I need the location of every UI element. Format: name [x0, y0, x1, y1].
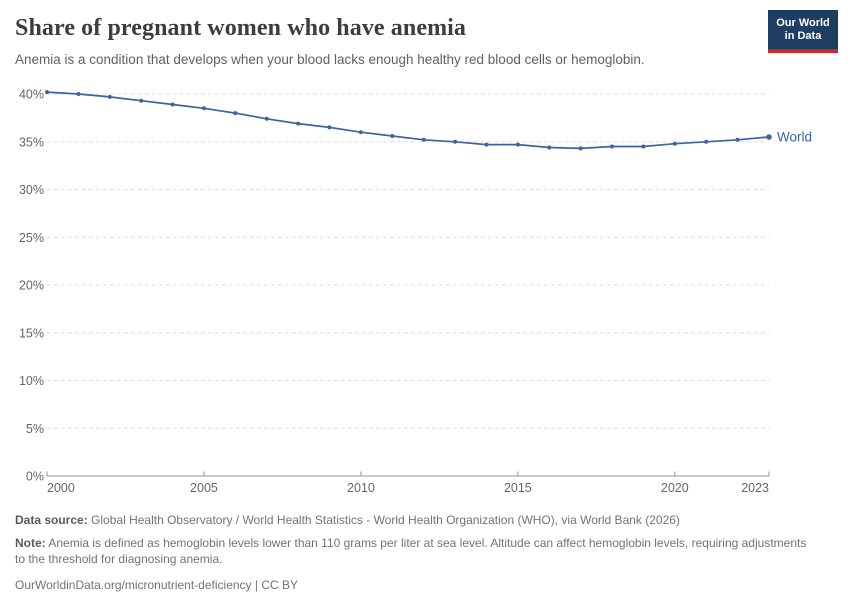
note-line: Note: Anemia is defined as hemoglobin le… — [15, 535, 815, 568]
data-point-marker[interactable] — [45, 90, 49, 95]
y-axis-tick-label: 15% — [19, 326, 44, 340]
owid-logo-line2: in Data — [784, 29, 822, 42]
data-point-marker[interactable] — [484, 142, 489, 147]
y-axis-tick-label: 10% — [19, 374, 44, 388]
data-point-marker[interactable] — [641, 144, 646, 149]
x-axis-tick-label: 2000 — [47, 481, 75, 495]
y-axis-tick-label: 25% — [19, 231, 44, 245]
data-point-marker[interactable] — [547, 145, 552, 150]
y-axis-tick-label: 40% — [19, 88, 44, 102]
data-source-text: Global Health Observatory / World Health… — [91, 513, 680, 527]
owid-logo[interactable]: Our World in Data — [768, 10, 838, 53]
data-point-marker[interactable] — [578, 146, 583, 151]
data-point-marker[interactable] — [107, 94, 112, 99]
data-point-marker[interactable] — [735, 137, 740, 142]
data-point-marker[interactable] — [704, 139, 709, 144]
note-text: Anemia is defined as hemoglobin levels l… — [15, 535, 807, 567]
data-point-marker[interactable] — [202, 106, 206, 111]
chart-subtitle: Anemia is a condition that develops when… — [15, 52, 645, 67]
data-point-marker[interactable] — [139, 98, 144, 103]
data-point-marker[interactable] — [296, 121, 301, 126]
data-source-line: Data source: Global Health Observatory /… — [15, 512, 815, 529]
data-point-marker[interactable] — [453, 139, 458, 144]
citation-link[interactable]: OurWorldinData.org/micronutrient-deficie… — [15, 577, 298, 592]
data-point-marker[interactable] — [327, 125, 332, 130]
data-point-marker[interactable] — [358, 130, 363, 135]
owid-logo-line1: Our World — [776, 16, 830, 29]
y-axis-tick-label: 5% — [26, 422, 44, 436]
x-axis-tick-label: 2023 — [741, 481, 769, 495]
data-point-marker[interactable] — [264, 116, 269, 121]
world-line[interactable] — [46, 91, 770, 150]
chart-footer: Data source: Global Health Observatory /… — [15, 512, 815, 599]
data-source-label: Data source: — [15, 513, 88, 527]
y-axis-tick-label: 20% — [19, 279, 44, 293]
x-axis-tick-label: 2010 — [347, 481, 375, 495]
data-point-marker[interactable] — [515, 142, 520, 147]
data-point-marker[interactable] — [233, 111, 238, 116]
data-point-marker[interactable] — [390, 134, 395, 138]
x-axis-tick-label: 2020 — [661, 481, 689, 495]
y-axis-tick-label: 0% — [26, 470, 44, 484]
data-point-marker[interactable] — [170, 102, 175, 107]
data-point-marker[interactable] — [610, 144, 614, 149]
page-title: Share of pregnant women who have anemia — [15, 15, 467, 41]
data-point-marker[interactable] — [421, 137, 426, 142]
x-axis-tick-label: 2005 — [190, 481, 218, 495]
y-axis-tick-label: 35% — [19, 135, 44, 149]
data-point-marker[interactable] — [672, 141, 677, 146]
y-axis-tick-label: 30% — [19, 183, 44, 197]
data-point-marker[interactable] — [76, 92, 81, 96]
note-label: Note: — [15, 535, 46, 550]
x-axis-tick-label: 2015 — [504, 481, 532, 495]
world-series-label[interactable]: World — [777, 129, 812, 144]
data-point-marker[interactable] — [766, 134, 772, 140]
